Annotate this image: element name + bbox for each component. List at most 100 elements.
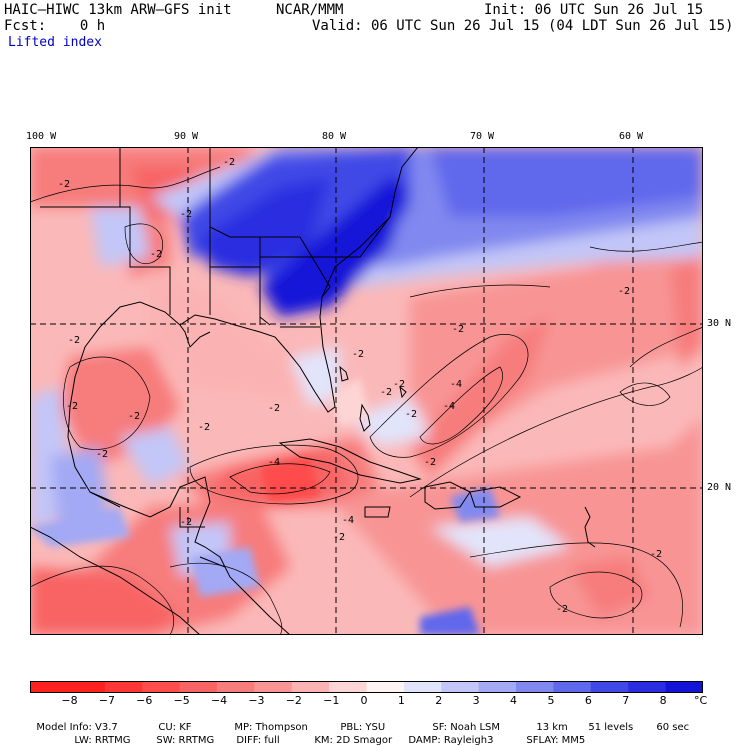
field-region (30, 507, 130, 547)
contour-label: -2 (650, 549, 662, 560)
colorbar-cell (665, 681, 703, 693)
colorbar-label: −3 (248, 694, 265, 707)
model-info-item: 51 levels (588, 722, 634, 733)
model-info-item: MP: Thompson (234, 722, 308, 733)
colorbar-cell (104, 681, 143, 693)
contour-label: -2 (128, 411, 140, 422)
contour-label: -2 (150, 249, 162, 260)
contour-label: -2 (333, 532, 345, 543)
model-info-item: 13 km (536, 722, 568, 733)
state-border (119, 147, 391, 328)
colorbar-label: 1 (397, 694, 405, 707)
model-info-item: CU: KF (158, 722, 192, 733)
contour-line (169, 562, 283, 635)
coastline (359, 403, 371, 432)
contour-label: -2 (66, 401, 78, 412)
contour-line (549, 571, 643, 619)
field-name: Lifted index (8, 35, 102, 50)
contour-line (469, 542, 683, 628)
contour-label: -2 (68, 335, 80, 346)
longitude-label: 100 W (26, 131, 57, 142)
colorbar (30, 681, 703, 693)
colorbar-label: 3 (472, 694, 480, 707)
longitude-label: 90 W (174, 131, 199, 142)
colorbar-label: −8 (61, 694, 78, 707)
colorbar-cell (366, 681, 405, 693)
field-region (200, 177, 330, 277)
contour-label: -2 (96, 449, 108, 460)
colorbar-label: 7 (622, 694, 630, 707)
colorbar-cell (628, 681, 667, 693)
contour-label: -2 (180, 209, 192, 220)
colorbar-cell (67, 681, 106, 693)
init-time: Init: 06 UTC Sun 26 Jul 15 (484, 2, 704, 18)
model-info-item: 60 sec (656, 722, 690, 733)
contour-line (419, 366, 503, 445)
contour-line (63, 356, 151, 450)
longitude-label: 60 W (619, 131, 644, 142)
field-region (330, 377, 370, 427)
contour-line (629, 326, 703, 368)
contour-label: -4 (342, 515, 354, 526)
contour-line (369, 334, 529, 458)
model-info-line-2: LW: RRTMG SW: RRTMG DIFF: full KM: 2D Smago… (68, 724, 585, 746)
colorbar-cell (516, 681, 554, 693)
state-border (40, 206, 171, 315)
colorbar-cell (291, 681, 330, 693)
contour-label: -2 (556, 604, 568, 615)
colorbar-label: 4 (510, 694, 518, 707)
model-info-item: Model Info: V3.7 (36, 722, 118, 733)
coastline (278, 438, 422, 484)
contour-label: -4 (443, 401, 455, 412)
model-info-item: SW: RRTMG (156, 735, 215, 746)
colorbar-cell (179, 681, 218, 693)
contour-label: -4 (450, 379, 462, 390)
colorbar-label: −7 (98, 694, 115, 707)
field-region (450, 487, 500, 522)
organization-label: NCAR/MMM (276, 2, 344, 18)
colorbar-cell (590, 681, 629, 693)
contour-line (409, 366, 703, 498)
colorbar-label: 0 (360, 694, 368, 707)
colorbar-cell (478, 681, 517, 693)
contour-label: -2 (452, 324, 464, 335)
field-region (260, 177, 410, 317)
field-region (410, 317, 550, 477)
contour-line (229, 463, 331, 495)
colorbar-cell (553, 681, 592, 693)
colorbar-cell (441, 681, 480, 693)
colorbar-label: −5 (173, 694, 190, 707)
model-info-item: SF: Noah LSM (432, 722, 501, 733)
field-region (90, 207, 150, 267)
latitude-label: 20 N (707, 482, 732, 493)
contour-label: -2 (618, 286, 630, 297)
model-title: HAIC–HIWC 13km ARW–GFS init (4, 2, 232, 18)
model-info-item: DIFF: full (236, 735, 280, 746)
coastline (584, 506, 596, 548)
model-info-item: SFLAY: MM5 (526, 735, 586, 746)
longitude-label: 80 W (322, 131, 347, 142)
field-region (260, 457, 320, 502)
model-info-item: DAMP: Rayleigh3 (408, 735, 494, 746)
field-region (670, 257, 703, 367)
field-region (570, 557, 650, 617)
contour-line (619, 382, 671, 406)
contour-label: -2 (424, 457, 436, 468)
map-frame (30, 147, 703, 635)
forecast-hour: Fcst: 0 h (4, 18, 106, 34)
colorbar-cell (30, 681, 68, 693)
coastline (67, 147, 419, 635)
colorbar-unit: °C (694, 694, 708, 707)
coastline (424, 481, 471, 510)
model-info-item: PBL: YSU (340, 722, 386, 733)
field-region (120, 427, 190, 487)
colorbar-label: −2 (285, 694, 302, 707)
field-region (430, 147, 703, 217)
lifted-index-map: -2 -2 -2 -2 -2 -2 -2 -2 -2 -2 -2 -2 -2 -… (30, 147, 703, 635)
field-region (420, 607, 480, 635)
model-info-line-1: Model Info: V3.7 CU: KF MP: Thompson PBL: Y… (30, 711, 689, 733)
colorbar-cell (403, 681, 442, 693)
contour-line (30, 166, 221, 203)
colorbar-label: 5 (547, 694, 555, 707)
field-region (30, 567, 180, 635)
